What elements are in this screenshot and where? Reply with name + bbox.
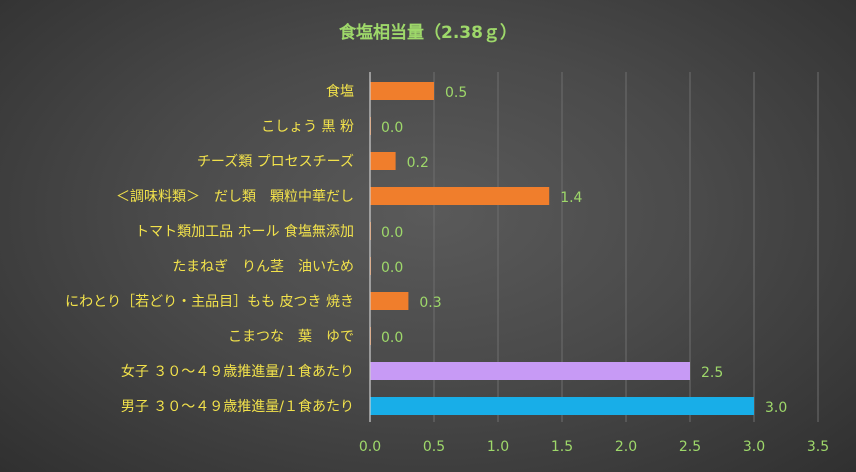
value-label: 0.0	[381, 330, 403, 346]
x-tick-label: 2.5	[679, 439, 701, 455]
value-label: 0.0	[381, 120, 403, 136]
category-label: こまつな 葉 ゆで	[228, 329, 354, 345]
category-label: 食塩	[326, 83, 354, 100]
value-label: 0.3	[419, 295, 441, 311]
category-label: トマト類加工品 ホール 食塩無添加	[135, 223, 354, 240]
bar	[370, 362, 690, 380]
x-tick-label: 0.0	[359, 439, 381, 455]
category-label: こしょう 黒 粉	[261, 119, 354, 135]
value-label: 1.4	[560, 190, 582, 206]
bar	[370, 397, 754, 415]
category-label: たまねぎ りん茎 油いため	[172, 259, 354, 275]
bar	[370, 292, 409, 310]
value-label: 3.0	[765, 400, 787, 416]
x-tick-label: 0.5	[423, 439, 445, 455]
value-label: 0.0	[381, 260, 403, 276]
value-label: 0.5	[445, 85, 467, 101]
labels: 0.0 0.5 1.0 1.5 2.0 2.5 3.0 3.5 食塩 0.5 こしょう 黒 粉 0.0…	[65, 83, 829, 455]
category-label: 男子 ３０～４９歳推進量/１食あたり	[121, 398, 354, 415]
value-label: 2.5	[701, 365, 723, 381]
category-label: ＜調味料類＞ だし類 顆粒中華だし	[116, 189, 354, 205]
bar	[370, 82, 434, 100]
value-label: 0.0	[381, 225, 403, 241]
value-label: 0.2	[407, 155, 429, 171]
gridlines	[433, 72, 819, 422]
category-label: 女子 ３０～４９歳推進量/１食あたり	[121, 363, 354, 380]
bar	[370, 187, 550, 205]
chart-title: 食塩相当量（2.38ｇ）	[339, 22, 517, 43]
x-tick-label: 1.5	[551, 439, 573, 455]
x-tick-label: 1.0	[487, 439, 509, 455]
bar	[370, 152, 396, 170]
category-label: チーズ類 プロセスチーズ	[197, 154, 354, 170]
x-tick-label: 2.0	[615, 439, 637, 455]
category-label: にわとり［若どり・主品目］もも 皮つき 焼き	[65, 294, 354, 310]
x-tick-label: 3.5	[807, 439, 829, 455]
x-tick-label: 3.0	[743, 439, 765, 455]
